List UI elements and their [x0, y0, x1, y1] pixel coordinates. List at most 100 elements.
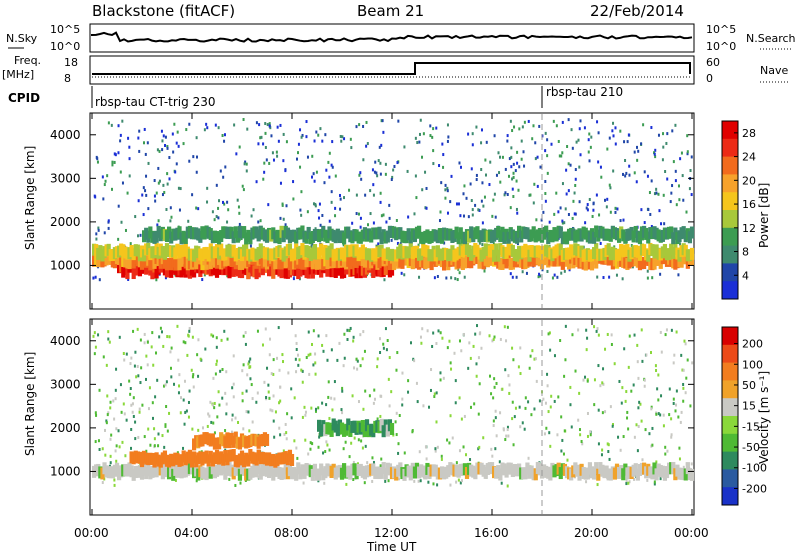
- echo-mark: [398, 413, 401, 417]
- echo-mark: [665, 328, 668, 332]
- echo-mark: [658, 209, 661, 213]
- echo-mark: [328, 416, 331, 420]
- echo-mark: [449, 361, 452, 365]
- echo-mark: [330, 163, 333, 167]
- echo-mark: [138, 149, 141, 153]
- echo-mark: [460, 479, 463, 483]
- echo-mark: [623, 140, 626, 144]
- echo-mark: [326, 358, 329, 362]
- colorbar-segment: [722, 192, 738, 211]
- echo-mark: [628, 480, 631, 484]
- echo-mark: [138, 407, 141, 411]
- echo-mark: [223, 202, 226, 206]
- echo-mark: [585, 328, 588, 332]
- echo-mark: [435, 391, 438, 395]
- echo-mark: [463, 414, 466, 418]
- echo-mark: [170, 346, 173, 350]
- echo-mark: [432, 331, 435, 335]
- echo-mark: [633, 333, 636, 337]
- echo-mark: [568, 268, 571, 272]
- echo-mark: [269, 337, 272, 341]
- echo-mark: [157, 219, 160, 223]
- echo-mark: [137, 374, 140, 378]
- echo-mark: [175, 162, 178, 166]
- echo-mark: [379, 172, 382, 176]
- echo-mark: [117, 204, 120, 208]
- echo-mark: [334, 174, 337, 178]
- echo-mark: [424, 206, 427, 210]
- echo-mark: [107, 337, 110, 341]
- echo-mark: [686, 150, 689, 154]
- echo-mark: [321, 139, 324, 143]
- echo-mark: [379, 464, 382, 468]
- echo-mark: [260, 135, 263, 139]
- echo-mark: [232, 395, 235, 399]
- echo-mark: [95, 237, 98, 241]
- echo-mark: [161, 193, 164, 197]
- echo-mark: [297, 151, 300, 155]
- echo-mark: [640, 328, 643, 332]
- colorbar-segment: [722, 227, 738, 247]
- echo-mark: [411, 430, 414, 434]
- echo-mark: [433, 276, 436, 280]
- echo-mark: [586, 203, 589, 207]
- echo-mark: [305, 135, 308, 139]
- echo-mark: [635, 423, 638, 427]
- echo-mark: [678, 242, 681, 246]
- echo-mark: [602, 276, 605, 280]
- echo-mark: [538, 272, 541, 276]
- echo-mark: [342, 243, 345, 247]
- echo-mark: [657, 398, 660, 402]
- echo-mark: [97, 228, 100, 232]
- echo-mark: [256, 329, 259, 333]
- echo-mark: [507, 374, 510, 378]
- echo-mark: [597, 408, 600, 412]
- echo-mark: [348, 188, 351, 192]
- echo-mark: [192, 385, 195, 389]
- echo-mark: [651, 443, 654, 447]
- echo-mark: [612, 169, 615, 173]
- echo-mark: [588, 197, 591, 201]
- echo-mark: [616, 207, 619, 211]
- echo-mark: [374, 160, 377, 164]
- echo-mark: [620, 401, 623, 405]
- echo-mark: [213, 431, 216, 435]
- echo-mark: [475, 362, 478, 366]
- echo-mark: [482, 204, 485, 208]
- echo-mark: [586, 208, 589, 212]
- echo-mark: [226, 274, 229, 278]
- echo-mark: [643, 221, 646, 225]
- echo-mark: [632, 383, 635, 387]
- echo-mark: [388, 216, 391, 220]
- echo-mark: [252, 208, 255, 212]
- echo-mark: [322, 349, 325, 353]
- echo-mark: [471, 143, 474, 147]
- echo-mark: [689, 404, 692, 408]
- echo-mark: [292, 197, 295, 201]
- echo-mark: [621, 277, 624, 281]
- echo-mark: [195, 170, 198, 174]
- echo-mark: [432, 149, 435, 153]
- echo-mark: [373, 170, 376, 174]
- echo-mark: [533, 357, 536, 361]
- echo-mark: [469, 182, 472, 186]
- echo-mark: [113, 483, 116, 487]
- echo-mark: [379, 337, 382, 341]
- echo-mark: [344, 440, 347, 444]
- echo-mark: [372, 221, 375, 225]
- echo-mark: [210, 420, 213, 424]
- echo-mark: [361, 446, 364, 450]
- echo-mark: [379, 351, 382, 355]
- echo-mark: [574, 168, 577, 172]
- echo-mark: [342, 447, 345, 451]
- echo-mark: [380, 214, 383, 218]
- echo-mark: [328, 151, 331, 155]
- echo-mark: [650, 126, 653, 130]
- echo-mark: [675, 389, 678, 393]
- echo-mark: [188, 329, 191, 333]
- echo-mark: [397, 451, 400, 455]
- echo-mark: [619, 448, 622, 452]
- echo-mark: [267, 203, 270, 207]
- colorbar-label: 50: [742, 379, 756, 392]
- echo-mark: [424, 170, 427, 174]
